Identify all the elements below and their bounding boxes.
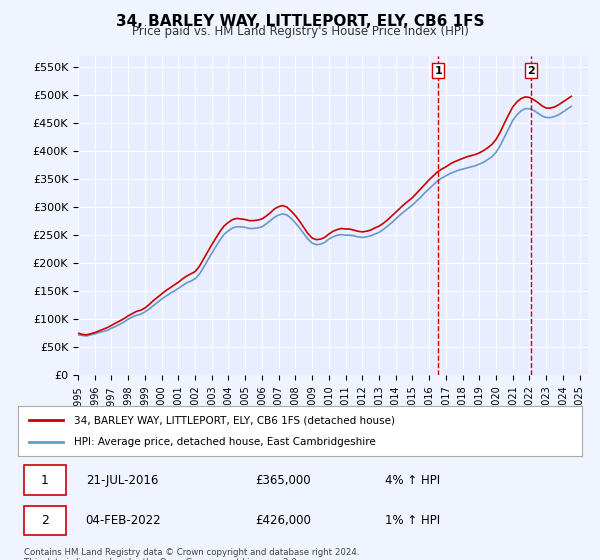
Text: 34, BARLEY WAY, LITTLEPORT, ELY, CB6 1FS (detached house): 34, BARLEY WAY, LITTLEPORT, ELY, CB6 1FS… (74, 415, 395, 425)
Text: Contains HM Land Registry data © Crown copyright and database right 2024.
This d: Contains HM Land Registry data © Crown c… (24, 548, 359, 560)
Text: 1: 1 (434, 66, 442, 76)
FancyBboxPatch shape (23, 465, 66, 496)
Text: 04-FEB-2022: 04-FEB-2022 (86, 514, 161, 527)
Text: 2: 2 (41, 514, 49, 527)
Text: 4% ↑ HPI: 4% ↑ HPI (385, 474, 440, 487)
Text: 21-JUL-2016: 21-JUL-2016 (86, 474, 158, 487)
Text: £365,000: £365,000 (255, 474, 311, 487)
Text: £426,000: £426,000 (255, 514, 311, 527)
Text: 34, BARLEY WAY, LITTLEPORT, ELY, CB6 1FS: 34, BARLEY WAY, LITTLEPORT, ELY, CB6 1FS (116, 14, 484, 29)
Text: Price paid vs. HM Land Registry's House Price Index (HPI): Price paid vs. HM Land Registry's House … (131, 25, 469, 38)
FancyBboxPatch shape (23, 506, 66, 535)
Text: 1% ↑ HPI: 1% ↑ HPI (385, 514, 440, 527)
Text: 1: 1 (41, 474, 49, 487)
Text: HPI: Average price, detached house, East Cambridgeshire: HPI: Average price, detached house, East… (74, 437, 376, 447)
Text: 2: 2 (527, 66, 535, 76)
